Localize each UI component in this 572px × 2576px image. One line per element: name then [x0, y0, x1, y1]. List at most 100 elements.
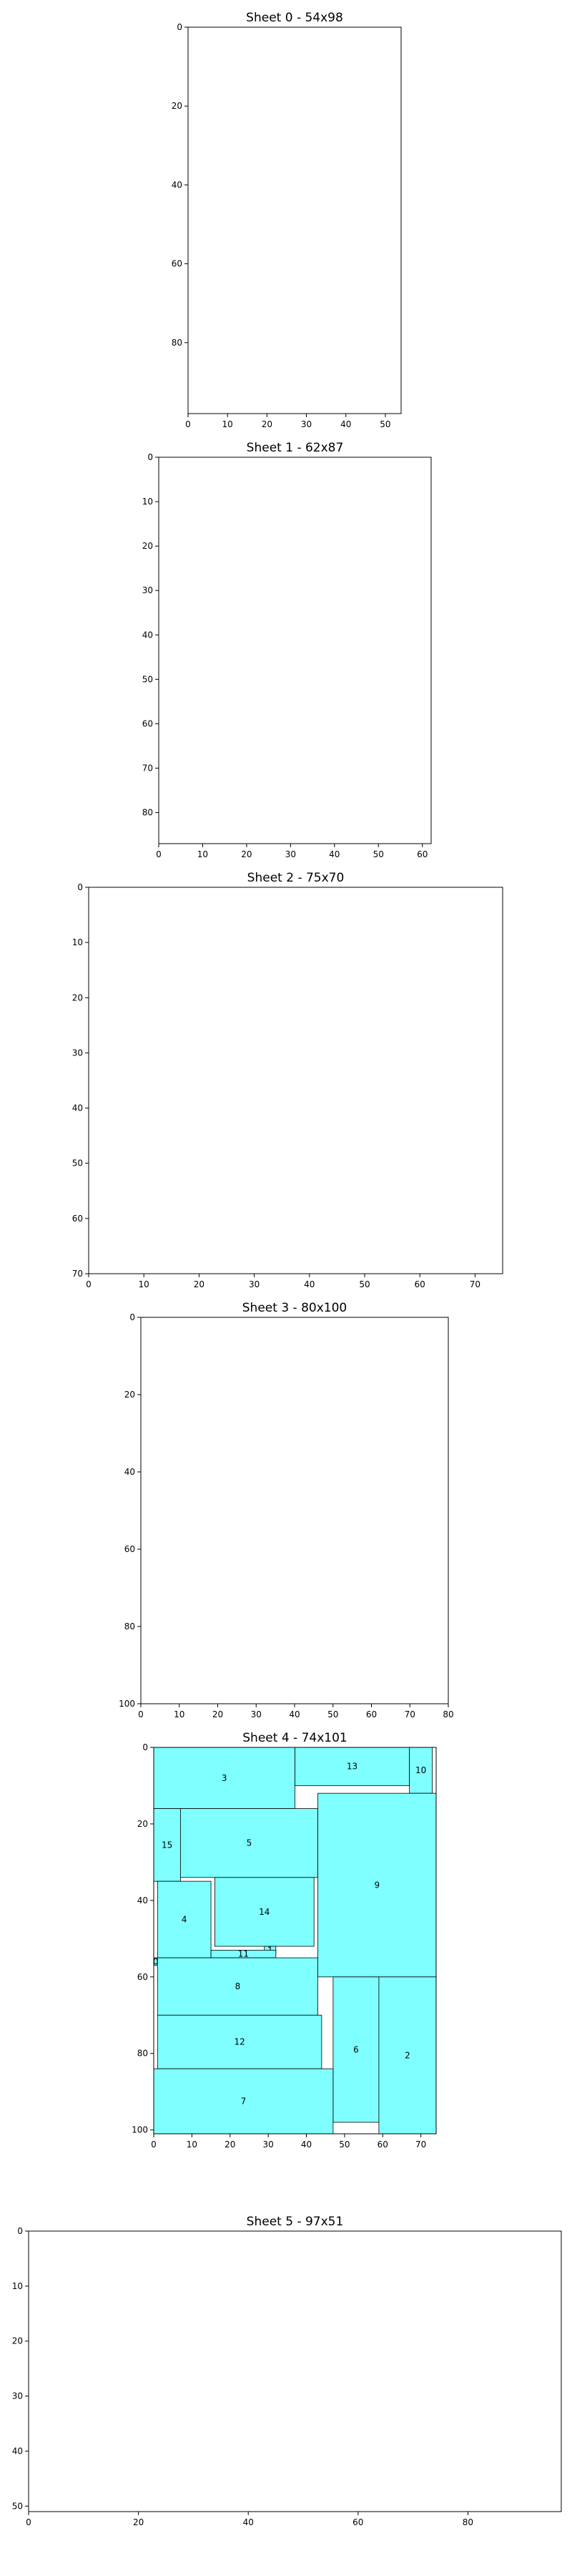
axes-frame — [140, 1317, 449, 1704]
x-tick-label: 20 — [194, 1279, 204, 1289]
sheet-3-plot: Sheet 3 - 80x100 0 10 20 30 40 50 60 70 80 0 20 40 6… — [119, 1301, 454, 1719]
piece-3 — [153, 1747, 295, 1809]
y-tick-label: 100 — [132, 2125, 148, 2135]
x-tick-label: 40 — [301, 2140, 312, 2150]
y-tick-label: 80 — [142, 808, 153, 818]
x-tick-label: 40 — [340, 419, 351, 429]
x-tick-label: 60 — [417, 849, 428, 859]
sheet-0-title: Sheet 0 - 54x98 — [246, 11, 343, 25]
x-tick-label: 80 — [443, 1709, 453, 1719]
y-tick-label: 40 — [142, 630, 153, 640]
y-tick-label: 40 — [172, 180, 182, 190]
x-tick-label: 30 — [285, 849, 296, 859]
x-tick-label: 80 — [463, 2517, 473, 2527]
x-tick-label: 40 — [329, 849, 340, 859]
x-tick-label: 20 — [133, 2517, 144, 2527]
y-tick-label: 40 — [124, 1467, 135, 1477]
x-tick-label: 40 — [289, 1709, 300, 1719]
piece-label-11: 11 — [238, 1949, 249, 1959]
y-tick-label: 60 — [124, 1544, 135, 1554]
piece-label-14: 14 — [259, 1907, 270, 1917]
y-tick-label: 0 — [17, 2226, 23, 2236]
sheet-0-plot: Sheet 0 - 54x98 0 10 20 30 40 50 0 20 40 60 80 — [172, 11, 402, 429]
x-tick-label: 0 — [156, 849, 162, 859]
x-tick-label: 50 — [359, 1279, 370, 1289]
y-tick-label: 0 — [129, 1312, 135, 1322]
piece-12 — [157, 2014, 322, 2069]
piece-7 — [153, 2068, 334, 2135]
axes-frame — [187, 26, 402, 414]
axes-frame — [153, 1747, 437, 2135]
x-tick-label: 70 — [415, 2140, 426, 2150]
y-tick-label: 50 — [72, 1158, 83, 1169]
piece-label-15: 15 — [162, 1840, 172, 1850]
x-tick-label: 0 — [151, 2140, 157, 2150]
x-tick-label: 30 — [251, 1709, 262, 1719]
x-tick-label: 20 — [225, 2140, 235, 2150]
sheet-5-plot: Sheet 5 - 97x51 0 20 40 60 80 0 10 20 30 40 50 — [12, 2215, 562, 2527]
x-tick-label: 0 — [185, 419, 191, 429]
y-tick-label: 70 — [142, 763, 153, 773]
x-tick-label: 70 — [470, 1279, 480, 1289]
x-tick-label: 40 — [304, 1279, 315, 1289]
y-tick-label: 0 — [177, 22, 182, 32]
x-tick-label: 0 — [86, 1279, 92, 1289]
y-tick-label: 20 — [137, 1819, 148, 1829]
x-tick-label: 30 — [249, 1279, 260, 1289]
sheet-1-title: Sheet 1 - 62x87 — [247, 441, 344, 455]
y-tick-label: 40 — [72, 1103, 83, 1113]
piece-13 — [295, 1747, 410, 1786]
y-tick-label: 60 — [72, 1214, 83, 1224]
x-tick-label: 20 — [262, 419, 272, 429]
x-tick-label: 60 — [378, 2140, 388, 2150]
y-tick-label: 50 — [12, 2501, 23, 2511]
sheet-5-title: Sheet 5 - 97x51 — [247, 2215, 344, 2229]
y-tick-label: 80 — [172, 338, 182, 348]
piece-4 — [157, 1880, 212, 1958]
piece-label-2: 2 — [405, 2050, 410, 2060]
piece-label-6: 6 — [353, 2044, 359, 2054]
axes-frame — [158, 457, 432, 844]
y-tick-label: 60 — [142, 718, 153, 728]
y-tick-label: 20 — [142, 541, 153, 551]
x-tick-label: 0 — [26, 2517, 31, 2527]
sheet-2-plot: Sheet 2 - 75x70 0 10 20 30 40 50 60 70010203040… — [72, 871, 503, 1289]
x-tick-label: 20 — [241, 849, 252, 859]
y-tick-label: 100 — [119, 1699, 135, 1709]
y-tick-label: 20 — [12, 2336, 23, 2346]
y-tick-label: 30 — [142, 585, 153, 595]
x-tick-label: 50 — [380, 419, 390, 429]
y-tick-label: 0 — [147, 452, 153, 462]
y-tick-label: 40 — [137, 1896, 148, 1906]
y-tick-label: 40 — [12, 2446, 23, 2456]
x-tick-label: 20 — [212, 1709, 223, 1719]
x-tick-label: 10 — [197, 849, 208, 859]
y-tick-label: 60 — [172, 259, 182, 269]
x-tick-label: 10 — [222, 419, 233, 429]
sheet-4-title: Sheet 4 - 74x101 — [242, 1731, 347, 1745]
x-tick-label: 60 — [352, 2517, 363, 2527]
piece-14 — [214, 1877, 315, 1947]
y-tick-label: 60 — [137, 1972, 148, 1982]
piece-label-13: 13 — [347, 1762, 358, 1772]
x-tick-label: 10 — [174, 1709, 184, 1719]
y-tick-label: 20 — [172, 101, 182, 111]
piece-label-9: 9 — [374, 1880, 380, 1890]
y-tick-label: 20 — [72, 992, 83, 1002]
x-tick-label: 50 — [327, 1709, 338, 1719]
y-tick-label: 0 — [77, 882, 83, 892]
piece-2 — [378, 1976, 437, 2135]
x-tick-label: 50 — [373, 849, 384, 859]
piece-8 — [157, 1957, 318, 2016]
y-tick-label: 30 — [12, 2391, 23, 2401]
x-tick-label: 30 — [301, 419, 312, 429]
piece-label-4: 4 — [182, 1915, 187, 1925]
piece-9 — [317, 1792, 437, 1978]
piece-5 — [179, 1808, 318, 1878]
y-tick-label: 80 — [124, 1621, 135, 1631]
y-tick-label: 10 — [142, 497, 153, 507]
piece-label-10: 10 — [415, 1765, 426, 1775]
x-tick-label: 10 — [139, 1279, 149, 1289]
piece-label-8: 8 — [235, 1981, 241, 1991]
x-tick-label: 10 — [187, 2140, 197, 2150]
